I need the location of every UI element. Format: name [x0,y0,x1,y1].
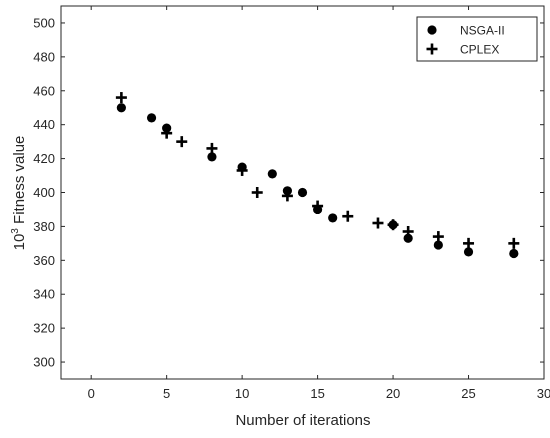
y-tick-label: 400 [33,185,55,200]
x-tick-label: 5 [163,386,170,401]
x-tick-label: 0 [88,386,95,401]
x-tick-label: 25 [461,386,475,401]
cplex-point [342,210,354,222]
y-tick-label: 380 [33,219,55,234]
nsga-ii-point [509,248,519,259]
legend-items: NSGA-II CPLEX [426,24,505,57]
y-tick-label: 300 [33,355,55,370]
legend-box [416,16,538,62]
y-axis-label-text: Fitness value [11,136,28,229]
y-tick-label: 440 [33,117,55,132]
cplex-point [115,92,127,104]
cplex-point [161,127,173,139]
cplex-point [206,142,218,154]
x-tick-label: 20 [386,386,400,401]
x-tick-label: 15 [310,386,324,401]
cplex-point [463,237,475,249]
cplex-point [312,200,324,212]
cplex-point [402,225,414,237]
nsga-ii-point [328,213,338,223]
nsga-ii-point [463,247,474,257]
cplex-point [176,136,188,148]
cplex-point [508,237,520,249]
legend-label-cplex: CPLEX [460,43,499,57]
y-tick-label: 340 [33,287,55,302]
nsga-ii-point [207,152,217,162]
y-tick-label: 500 [33,15,55,30]
legend-label-nsga-ii: NSGA-II [460,24,505,38]
cplex-point [432,231,444,243]
nsga-ii-point [116,103,126,113]
cplex-point [387,219,399,231]
legend: NSGA-II CPLEX [416,16,538,62]
nsga-ii-point [403,233,413,243]
x-tick-label: 10 [235,386,249,401]
nsga-ii-point [146,113,157,123]
legend-marker-cplex [426,43,438,55]
y-tick-label: 460 [33,83,55,98]
y-tick-label: 320 [33,321,55,336]
legend-marker-nsga-ii [427,25,437,35]
y-tick-label: 480 [33,49,55,64]
nsga-ii-point [433,240,443,250]
marks-layer [115,92,520,259]
x-axis-label: Number of iterations [235,412,370,429]
cplex-point [236,164,248,176]
nsga-ii-point [297,187,308,198]
y-axis-label-exponent: 3 [10,228,21,234]
plot-area-frame [60,5,545,380]
cplex-point [281,190,293,202]
ticks-layer: 0 5 10 15 20 25 30 300 320 340 360 380 400 420 440 460 4… [33,6,550,401]
cplex-point [251,187,263,198]
y-axis-label: 103 Fitness value [10,136,28,251]
nsga-ii-point [267,169,277,179]
series-cplex [115,92,520,249]
y-tick-label: 360 [33,253,55,268]
y-tick-label: 420 [33,151,55,166]
cplex-point [372,217,384,229]
y-axis-label-base: 10 [11,234,28,251]
x-tick-label: 30 [537,386,550,401]
